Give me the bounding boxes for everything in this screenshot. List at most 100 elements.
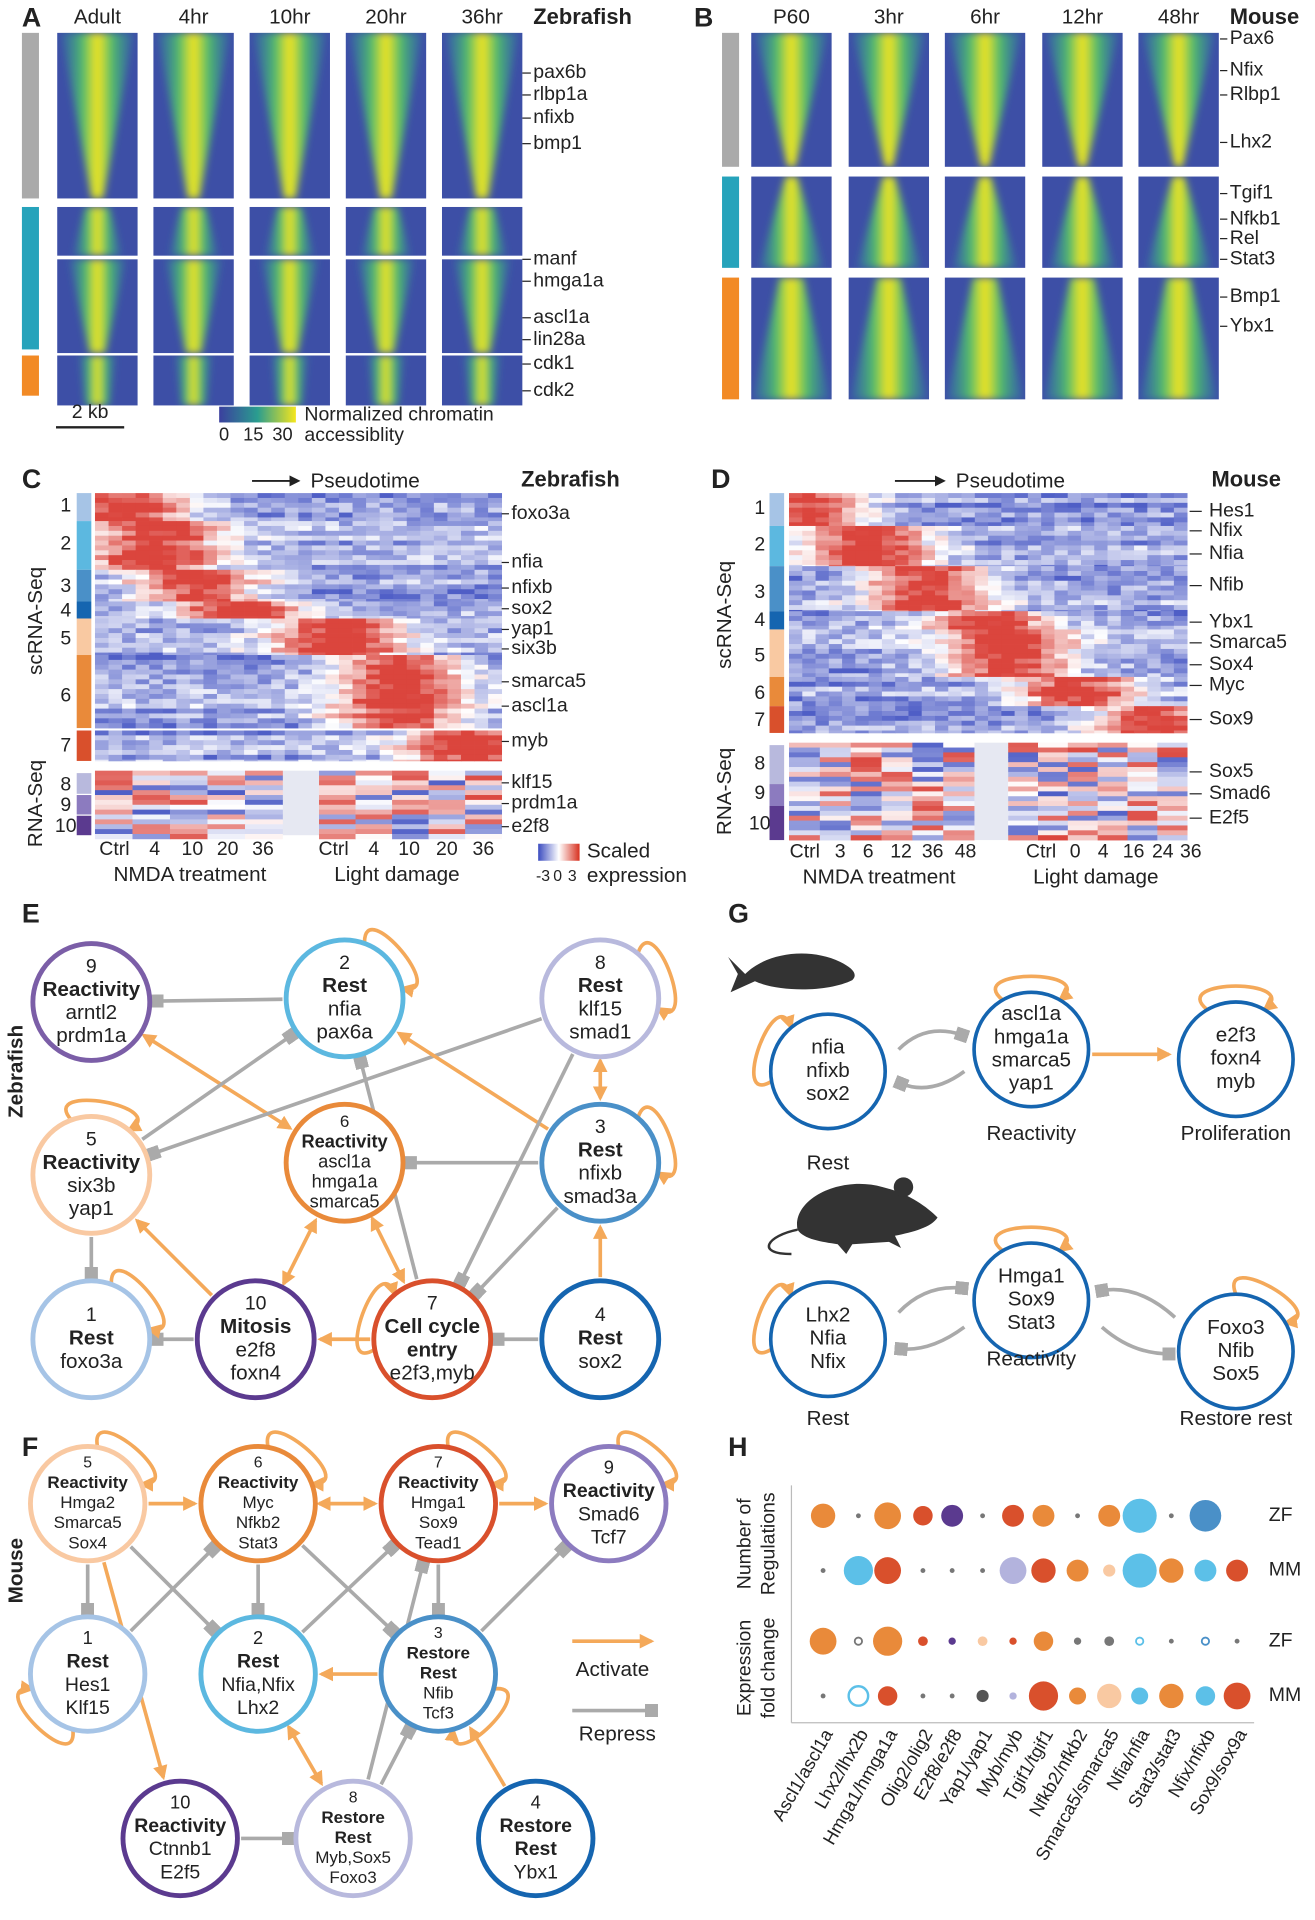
heatmap-cell xyxy=(420,606,434,611)
heatmap-cell xyxy=(339,570,353,575)
heatmap-cell xyxy=(895,626,909,630)
heatmap-cell xyxy=(975,721,989,726)
heatmap-cell xyxy=(1157,801,1187,806)
heatmap-cell xyxy=(149,580,163,585)
node-text: pax6a xyxy=(316,1021,373,1044)
heatmap-cell xyxy=(1134,493,1148,498)
heatmap-cell xyxy=(231,599,245,602)
heatmap-cell xyxy=(820,830,851,835)
heatmap-cell xyxy=(380,750,394,755)
heatmap-cell xyxy=(475,684,489,689)
node-text: Myb,Sox5 xyxy=(315,1848,391,1867)
node-text: Foxo3 xyxy=(329,1868,376,1887)
heatmap-cell xyxy=(285,740,299,745)
heatmap-cell xyxy=(475,531,489,536)
heatmap-cell xyxy=(882,611,896,616)
heatmap-cell xyxy=(149,694,163,699)
heatmap-cell xyxy=(895,508,909,513)
heatmap-cell xyxy=(434,623,448,628)
heatmap-cell xyxy=(298,526,312,531)
heatmap-cell xyxy=(789,621,803,626)
heatmap-cell xyxy=(789,531,803,536)
heatmap-cell xyxy=(1081,682,1095,687)
heatmap-cell xyxy=(271,740,285,745)
heatmap-cell xyxy=(461,560,475,565)
heatmap-cell xyxy=(1054,616,1068,621)
node-text: six3b xyxy=(67,1174,115,1197)
heatmap-cell xyxy=(1068,664,1082,669)
heatmap-cell xyxy=(1038,821,1068,826)
heatmap-cell xyxy=(434,531,448,536)
heatmap-cell xyxy=(465,795,502,800)
heatmap-cell xyxy=(447,526,461,531)
heatmap-cell xyxy=(962,536,976,541)
heatmap-cell xyxy=(353,623,367,628)
heatmap-cell xyxy=(1108,517,1122,522)
heatmap-cell xyxy=(789,682,803,687)
heatmap-cell xyxy=(312,684,326,689)
heatmap-cell xyxy=(1147,629,1161,634)
heatmap-cell xyxy=(285,679,299,684)
heatmap-cell xyxy=(1174,726,1188,731)
heatmap-cell xyxy=(882,508,896,513)
heatmap-cell xyxy=(366,498,380,503)
heatmap-gap xyxy=(974,743,1008,840)
species-label: Zebrafish xyxy=(521,467,620,492)
heatmap-cell xyxy=(258,493,272,498)
heatmap-cell xyxy=(842,522,856,526)
heatmap-cell xyxy=(1054,696,1068,701)
heatmap-cell xyxy=(475,599,489,602)
heatmap-cell xyxy=(829,555,843,560)
heatmap-cell xyxy=(912,830,943,835)
heatmap-cell xyxy=(1157,825,1187,830)
heatmap-cell xyxy=(109,731,123,736)
heatmap-cell xyxy=(855,586,869,591)
heatmap-cell xyxy=(447,594,461,599)
state-label: Reactivity xyxy=(986,1122,1076,1145)
heatmap-cell xyxy=(789,595,803,600)
heatmap-cell xyxy=(802,581,816,586)
heatmap-cell xyxy=(908,659,922,664)
heatmap-cell xyxy=(1134,522,1148,526)
heatmap-cell xyxy=(271,541,285,546)
heatmap-cell xyxy=(95,824,133,829)
time-label: 20 xyxy=(436,838,458,860)
heatmap-cell xyxy=(935,654,949,659)
heatmap-cell xyxy=(1121,664,1135,669)
heatmap-cell xyxy=(149,713,163,718)
heatmap-cell xyxy=(312,679,326,684)
cluster-label: 4 xyxy=(60,599,71,621)
heatmap-cell xyxy=(829,611,843,616)
heatmap-cell xyxy=(1094,545,1108,550)
heatmap-cell xyxy=(132,824,170,829)
heatmap-cell xyxy=(122,718,136,723)
heatmap-cell xyxy=(380,713,394,718)
heatmap-cell xyxy=(109,526,123,531)
time-label: Ctrl xyxy=(318,838,348,860)
heatmap-cell xyxy=(975,517,989,522)
gene-label: Nfib xyxy=(1209,574,1244,596)
heatmap-cell xyxy=(935,626,949,630)
time-label: 6 xyxy=(863,840,874,862)
heatmap-cell xyxy=(231,531,245,536)
heatmap-cell xyxy=(298,660,312,665)
node-role: Reactivity xyxy=(563,1480,655,1502)
heatmap-cell xyxy=(163,594,177,599)
heatmap-cell xyxy=(136,660,150,665)
heatmap-cell xyxy=(1068,536,1082,541)
heatmap-cell xyxy=(475,723,489,728)
heatmap-cell xyxy=(488,526,502,531)
heatmap-cell xyxy=(353,755,367,760)
heatmap-cell xyxy=(988,644,1002,649)
dot xyxy=(1000,1557,1027,1584)
heatmap-cell xyxy=(789,493,803,498)
heatmap-cell xyxy=(176,580,190,585)
heatmap-cell xyxy=(1054,513,1068,518)
colorbar-title: expression xyxy=(587,864,687,887)
dot xyxy=(849,1686,868,1705)
dot xyxy=(1169,1513,1174,1518)
heatmap-cell xyxy=(339,555,353,560)
heatmap-cell xyxy=(420,653,434,656)
heatmap-cell xyxy=(149,611,163,616)
heatmap-cell xyxy=(820,782,851,787)
